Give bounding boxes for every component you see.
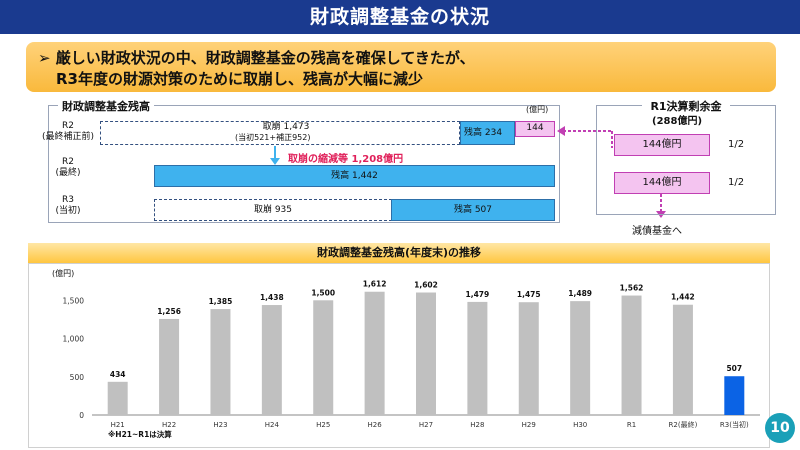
- bar: [364, 291, 385, 415]
- unit-label: (億円): [526, 105, 549, 114]
- x-tick-label: R3(当初): [720, 420, 749, 429]
- data-label: 1,479: [466, 290, 490, 299]
- data-label: 1,442: [671, 293, 695, 302]
- x-tick-label: H30: [573, 421, 587, 429]
- surplus-box-2: 144億円: [614, 172, 710, 194]
- data-label: 1,500: [311, 288, 335, 297]
- y-tick-label: 0: [79, 411, 84, 420]
- data-label: 1,256: [157, 307, 181, 316]
- data-label: 1,562: [620, 284, 644, 293]
- callout-line-2: R3年度の財源対策のために取崩し、残高が大幅に減少: [56, 70, 423, 88]
- surplus-fraction-2: 1/2: [728, 177, 745, 188]
- x-tick-label: R2(最終): [669, 420, 698, 429]
- bar: [518, 302, 539, 415]
- r2-pre-drawdown-bar: 取崩 1,473 (当初521+補正952): [100, 121, 460, 145]
- row-label-r2-final: R2 (最終): [55, 157, 81, 178]
- data-label: 1,475: [517, 290, 541, 299]
- surplus-panel-subtitle: (288億円): [652, 116, 703, 127]
- surplus-panel-title: R1決算剰余金: [642, 98, 730, 114]
- reduction-note: 取崩の縮減等 1,208億円: [288, 154, 404, 165]
- x-tick-label: H21: [111, 421, 125, 429]
- callout-line-1: ➢ 厳しい財政状況の中、財政調整基金の残高を確保してきたが、: [38, 49, 475, 67]
- y-axis-label: (億円): [52, 268, 74, 278]
- bar: [467, 301, 488, 415]
- bar: [570, 301, 591, 415]
- bar: [210, 309, 231, 415]
- x-tick-label: H24: [265, 421, 280, 429]
- page-title: 財政調整基金の状況: [0, 0, 800, 34]
- bar: [672, 304, 693, 415]
- chart-header: 財政調整基金残高(年度末)の推移: [28, 243, 770, 263]
- x-tick-label: H28: [470, 421, 484, 429]
- r2-pre-balance-bar: 残高 234: [460, 121, 515, 145]
- x-tick-label: H25: [316, 421, 330, 429]
- row-label-r3-initial: R3 (当初): [55, 195, 81, 216]
- r2-final-balance-bar: 残高 1,442: [154, 165, 555, 187]
- x-tick-label: H27: [419, 421, 433, 429]
- data-label: 507: [726, 364, 742, 373]
- bar: [621, 295, 642, 415]
- r2-pre-surplus-box: 144: [515, 121, 555, 137]
- r3-balance-bar: 残高 507: [391, 199, 555, 221]
- bar: [313, 300, 334, 415]
- y-tick-label: 1,000: [63, 335, 85, 344]
- x-tick-label: H23: [213, 421, 227, 429]
- summary-callout: ➢ 厳しい財政状況の中、財政調整基金の残高を確保してきたが、 R3年度の財源対策…: [26, 42, 776, 92]
- row-label-r2-pre: R2 (最終補正前): [41, 121, 95, 142]
- surplus-box-1: 144億円: [614, 134, 710, 156]
- balance-panel-title: 財政調整基金残高: [58, 98, 154, 114]
- destination-label: 減債基金へ: [632, 226, 682, 237]
- bar: [159, 318, 180, 415]
- bar: [416, 292, 436, 415]
- bar: [107, 381, 128, 415]
- data-label: 1,602: [414, 280, 438, 289]
- x-tick-label: R1: [627, 421, 636, 429]
- bar: [724, 376, 745, 415]
- bar: [261, 305, 282, 415]
- data-label: 1,489: [568, 289, 592, 298]
- chart-note: ※H21~R1は決算: [108, 429, 172, 439]
- page-number: 10: [765, 413, 795, 443]
- data-label: 434: [110, 370, 126, 379]
- data-label: 1,385: [209, 297, 233, 306]
- y-tick-label: 1,500: [63, 296, 85, 305]
- data-label: 1,612: [363, 280, 387, 289]
- y-tick-label: 500: [70, 373, 85, 382]
- x-tick-label: H29: [522, 421, 536, 429]
- x-tick-label: H22: [162, 421, 176, 429]
- surplus-fraction-1: 1/2: [728, 139, 745, 150]
- data-label: 1,438: [260, 293, 284, 302]
- x-tick-label: H26: [368, 421, 383, 429]
- chart-frame: [28, 263, 770, 448]
- balance-panel: [48, 105, 560, 223]
